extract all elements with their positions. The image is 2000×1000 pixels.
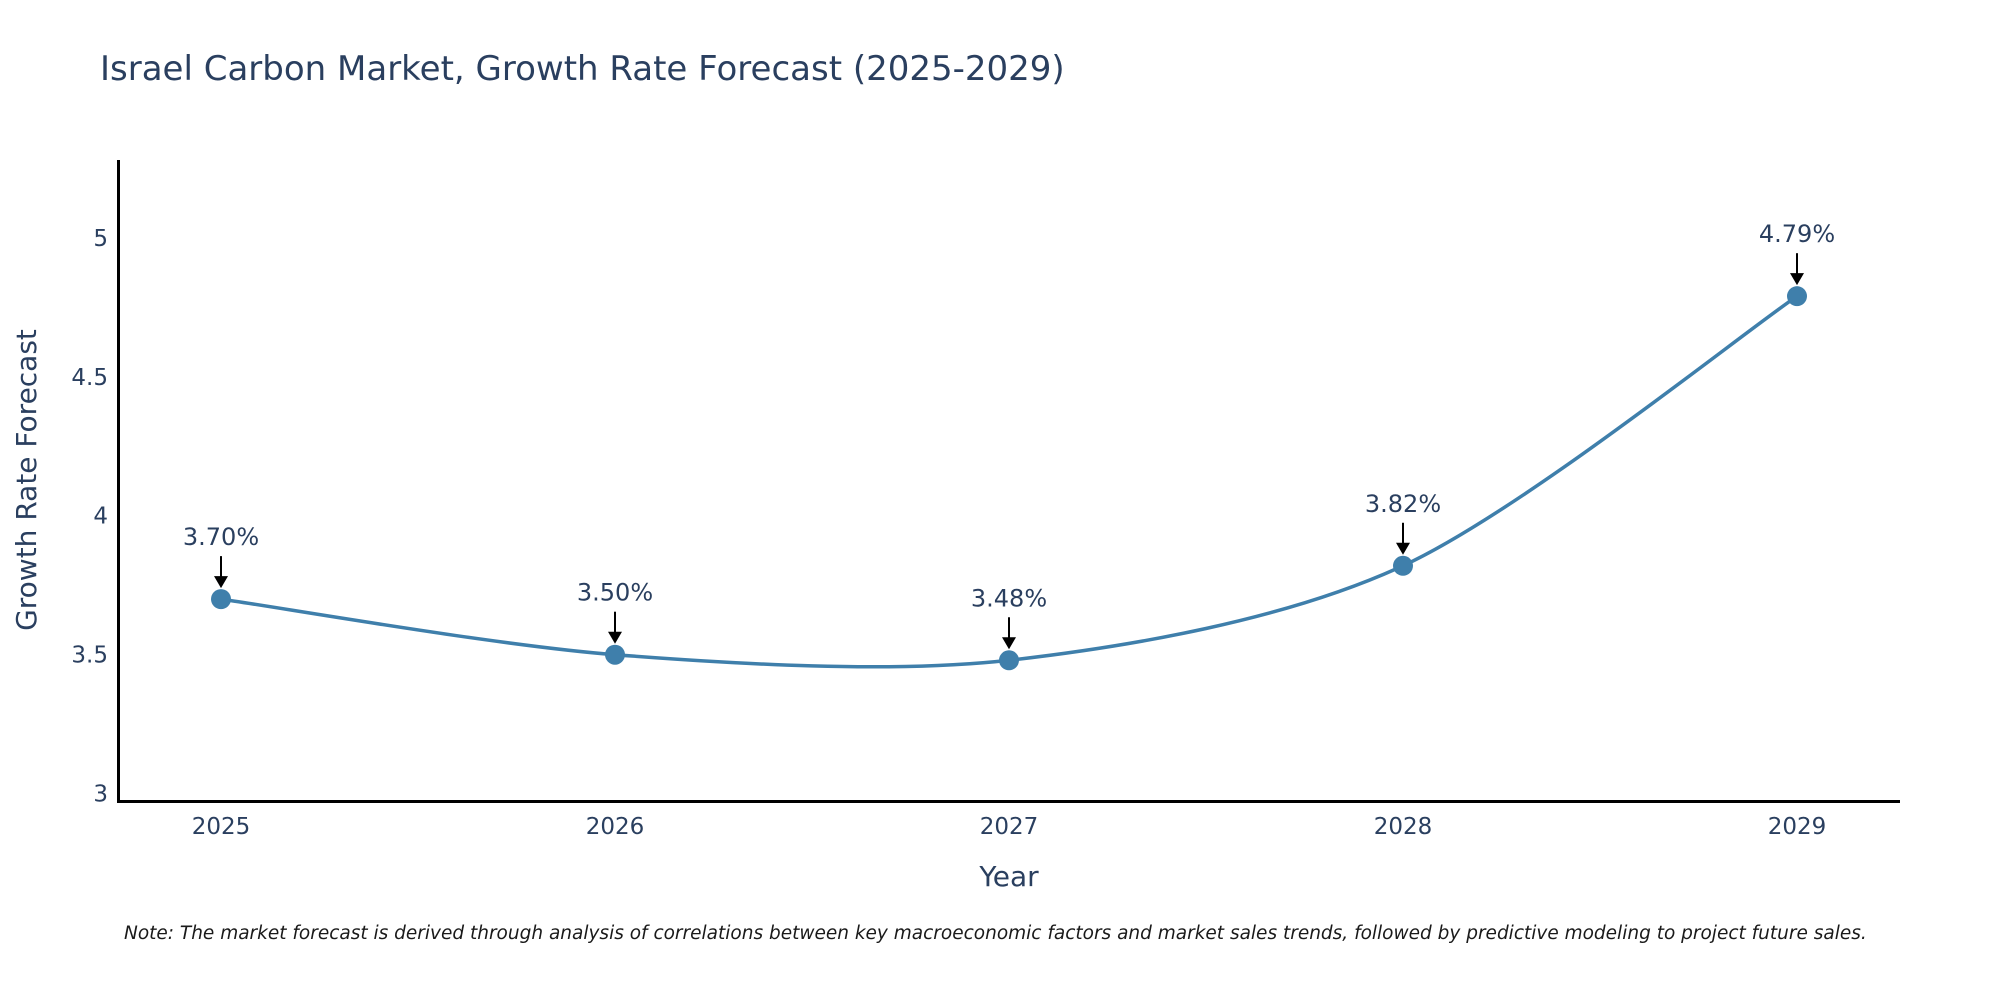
data-point[interactable] xyxy=(999,650,1019,671)
x-tick-label: 2027 xyxy=(980,814,1039,840)
y-tick-label: 5 xyxy=(93,226,108,252)
data-point[interactable] xyxy=(1787,286,1807,307)
annotation-arrow-head xyxy=(608,631,622,644)
annotation-arrow-head xyxy=(1002,637,1016,650)
chart-title: Israel Carbon Market, Growth Rate Foreca… xyxy=(100,49,1065,89)
data-label: 3.70% xyxy=(183,523,259,551)
annotation-arrow-head xyxy=(1790,273,1804,286)
data-label: 3.82% xyxy=(1365,490,1441,518)
y-tick-label: 3 xyxy=(93,782,108,808)
annotation-arrow-head xyxy=(1396,542,1410,555)
x-tick-label: 2029 xyxy=(1768,814,1827,840)
footnote: Note: The market forecast is derived thr… xyxy=(124,923,1867,944)
data-label: 3.50% xyxy=(577,579,653,607)
y-tick-label: 3.5 xyxy=(71,643,108,669)
x-axis-title: Year xyxy=(978,860,1039,893)
x-tick-label: 2026 xyxy=(586,814,645,840)
y-tick-label: 4.5 xyxy=(71,365,108,391)
data-label: 3.48% xyxy=(971,584,1047,612)
y-axis-title: Growth Rate Forecast xyxy=(10,329,43,631)
y-tick-label: 4 xyxy=(93,504,108,530)
data-point[interactable] xyxy=(1393,555,1413,576)
annotation-arrow-head xyxy=(214,576,228,589)
data-label: 4.79% xyxy=(1759,220,1835,248)
x-tick-label: 2028 xyxy=(1374,814,1433,840)
data-point[interactable] xyxy=(605,644,625,665)
x-tick-label: 2025 xyxy=(192,814,251,840)
data-point[interactable] xyxy=(211,589,231,610)
